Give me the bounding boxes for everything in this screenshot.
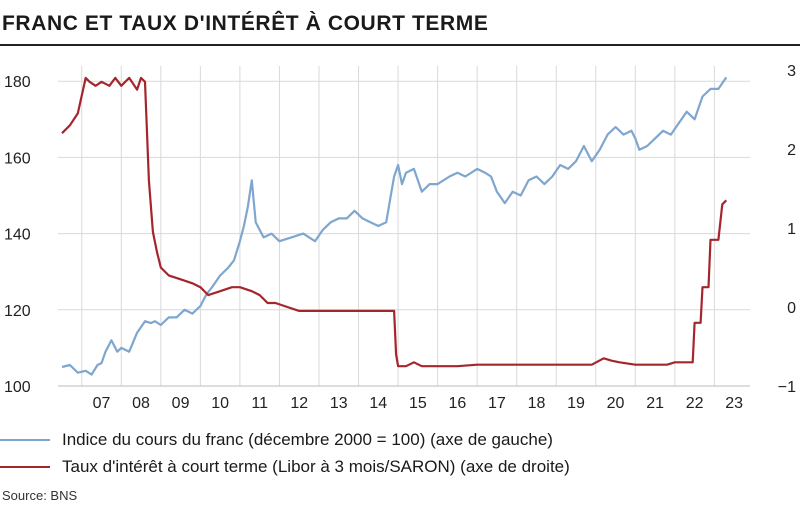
- legend-label-franc-index: Indice du cours du franc (décembre 2000 …: [62, 430, 553, 449]
- chart-title: FRANC ET TAUX D'INTÉRÊT À COURT TERME: [2, 12, 489, 35]
- y-right-tick-label: −1: [778, 379, 796, 396]
- x-tick-label: 21: [646, 395, 664, 412]
- x-tick-label: 09: [172, 395, 190, 412]
- x-tick-label: 08: [132, 395, 150, 412]
- x-tick-label: 13: [330, 395, 348, 412]
- x-tick-label: 19: [567, 395, 585, 412]
- grid: [58, 66, 750, 387]
- series-line-interest-rate: [61, 76, 728, 368]
- x-tick-label: 17: [488, 395, 506, 412]
- legend-swatch-interest-rate: [0, 466, 50, 468]
- x-tick-label: 07: [93, 395, 111, 412]
- series-line-franc-index: [61, 76, 728, 376]
- legend-swatch-franc-index: [0, 439, 50, 441]
- x-tick-label: 18: [528, 395, 546, 412]
- y-right-tick-label: 1: [787, 221, 796, 238]
- legend-label-interest-rate: Taux d'intérêt à court terme (Libor à 3 …: [62, 457, 570, 476]
- title-rule: [0, 44, 800, 46]
- y-right-tick-label: 3: [787, 63, 796, 80]
- x-tick-label: 22: [686, 395, 704, 412]
- line-chart: 07 08 09 10 11 12 13 14 15 16 17 18 19 20 21 22 23100120…: [4, 63, 796, 412]
- x-tick-label: 23: [725, 395, 743, 412]
- source-note: Source: BNS: [2, 488, 78, 503]
- x-tick-label: 11: [251, 395, 268, 412]
- x-tick-label: 16: [448, 395, 466, 412]
- legend-item-interest-rate: Taux d'intérêt à court terme (Libor à 3 …: [0, 457, 570, 477]
- y-left-tick-label: 100: [4, 379, 31, 396]
- x-tick-label: 10: [211, 395, 229, 412]
- y-right-tick-label: 0: [787, 300, 796, 317]
- y-right-tick-label: 2: [787, 142, 796, 159]
- y-left-tick-label: 140: [4, 227, 31, 244]
- x-tick-label: 20: [607, 395, 625, 412]
- y-left-tick-label: 160: [4, 150, 31, 167]
- tick-labels: 07 08 09 10 11 12 13 14 15 16 17 18 19 20 21 22 23100120…: [4, 63, 796, 412]
- x-tick-label: 15: [409, 395, 427, 412]
- series-lines: [61, 76, 728, 376]
- y-left-tick-label: 120: [4, 303, 31, 320]
- legend-item-franc-index: Indice du cours du franc (décembre 2000 …: [0, 430, 553, 450]
- y-left-tick-label: 180: [4, 74, 31, 91]
- x-tick-label: 14: [369, 395, 387, 412]
- x-tick-label: 12: [290, 395, 308, 412]
